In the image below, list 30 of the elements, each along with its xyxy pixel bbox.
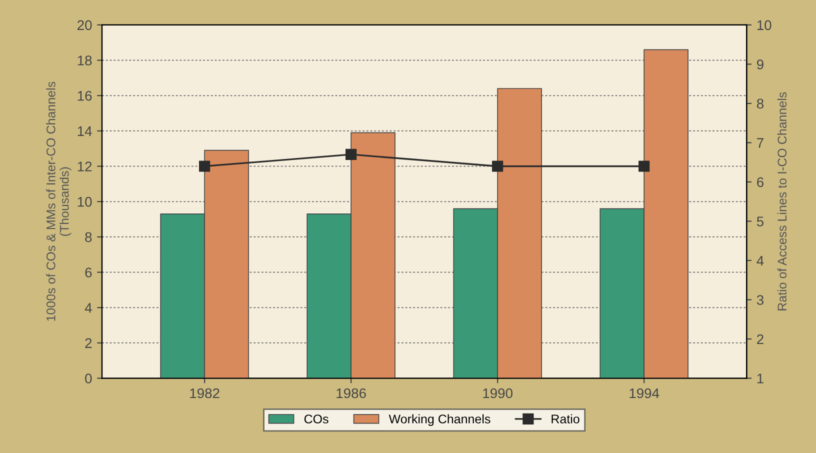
y-tick-label: 16 [78, 90, 92, 101]
y-tick-label: 12 [78, 162, 92, 172]
legend-label: Working Channels [388, 414, 490, 426]
x-tick-label: 1994 [630, 388, 660, 398]
y-tick-label: 18 [78, 56, 92, 66]
y-tick-label: 10 [78, 196, 92, 207]
y2-tick-label: 9 [757, 60, 764, 70]
y-tick-label: 14 [78, 126, 92, 136]
y2-tick-label: 2 [757, 334, 764, 344]
legend-label: Ratio [552, 414, 580, 424]
y2-tick-label: 7 [757, 138, 764, 148]
y2-tick-label: 6 [757, 177, 764, 188]
y2-tick-label: 5 [756, 216, 764, 226]
y-axis-title: 1000s of COs & MMs of Inter-CO Channels (Thousands) [46, 82, 72, 321]
y-tick-label: 6 [85, 268, 92, 278]
y-tick-label: 20 [78, 20, 92, 30]
legend-label: COs [304, 414, 328, 424]
y2-tick-label: 1 [757, 374, 764, 384]
y2-tick-label: 8 [756, 98, 764, 109]
x-tick-label: 1990 [483, 388, 512, 398]
y2-tick-label: 3 [756, 295, 764, 305]
x-tick-label: 1982 [190, 388, 220, 398]
y2-tick-label: 4 [756, 256, 764, 266]
x-tick-label: 1986 [336, 388, 366, 398]
y-tick-label: 2 [85, 338, 92, 348]
y-tick-label: 8 [85, 232, 92, 242]
y2-axis-title: Ratio of Access Lines to I-CO Channels [777, 92, 787, 310]
y2-tick-label: 10 [757, 20, 772, 30]
y-tick-label: 4 [84, 303, 92, 313]
y-tick-label: 0 [85, 374, 92, 384]
